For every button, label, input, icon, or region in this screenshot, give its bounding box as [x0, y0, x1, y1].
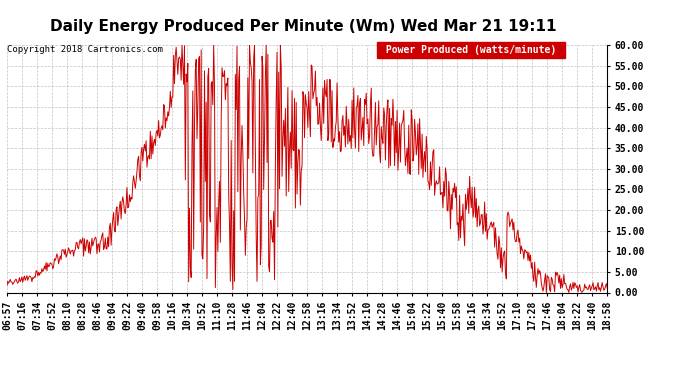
Text: Power Produced (watts/minute): Power Produced (watts/minute)	[380, 45, 562, 55]
Text: Copyright 2018 Cartronics.com: Copyright 2018 Cartronics.com	[7, 45, 163, 54]
Text: Daily Energy Produced Per Minute (Wm) Wed Mar 21 19:11: Daily Energy Produced Per Minute (Wm) We…	[50, 19, 557, 34]
